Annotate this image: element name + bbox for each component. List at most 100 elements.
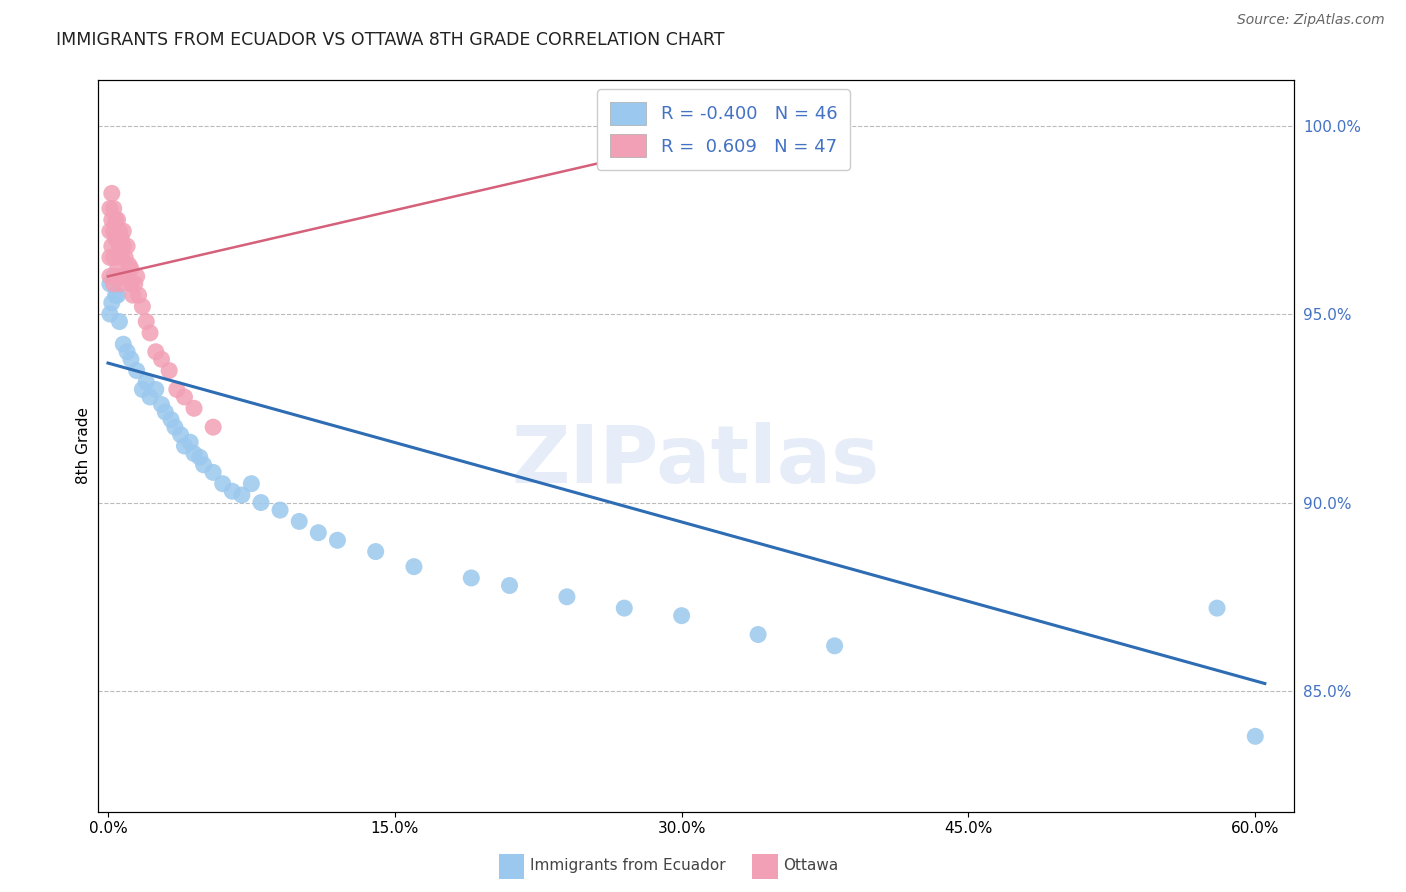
Point xyxy=(221,484,243,499)
Point xyxy=(402,559,425,574)
Point xyxy=(98,277,121,291)
Point xyxy=(555,590,578,604)
Point xyxy=(139,390,162,404)
Point xyxy=(124,277,146,291)
Point xyxy=(155,405,177,419)
Point xyxy=(160,412,183,426)
Text: Source: ZipAtlas.com: Source: ZipAtlas.com xyxy=(1237,13,1385,28)
Point xyxy=(108,315,131,329)
Point xyxy=(288,515,311,529)
Point xyxy=(747,627,769,641)
Point xyxy=(145,383,167,397)
Point xyxy=(104,288,127,302)
Point xyxy=(128,288,150,302)
Point xyxy=(326,533,349,548)
Y-axis label: 8th Grade: 8th Grade xyxy=(76,408,91,484)
Point xyxy=(98,307,121,321)
Point xyxy=(173,390,195,404)
Point xyxy=(103,251,125,265)
Point xyxy=(103,224,125,238)
Point xyxy=(107,232,129,246)
Point xyxy=(157,363,180,377)
Text: IMMIGRANTS FROM ECUADOR VS OTTAWA 8TH GRADE CORRELATION CHART: IMMIGRANTS FROM ECUADOR VS OTTAWA 8TH GR… xyxy=(56,31,724,49)
Point xyxy=(110,277,132,291)
Point xyxy=(183,446,205,460)
Point xyxy=(1206,601,1229,615)
Point xyxy=(115,269,138,284)
Point xyxy=(125,363,148,377)
Point xyxy=(120,261,142,276)
Point xyxy=(108,269,131,284)
Point xyxy=(824,639,846,653)
Point xyxy=(269,503,291,517)
Point xyxy=(166,383,188,397)
Point xyxy=(118,258,141,272)
Point xyxy=(173,439,195,453)
Point xyxy=(98,251,121,265)
Point xyxy=(112,337,135,351)
Point xyxy=(307,525,329,540)
Point xyxy=(98,224,121,238)
Point xyxy=(183,401,205,416)
Point xyxy=(108,224,131,238)
Point xyxy=(103,269,125,284)
Point xyxy=(121,288,143,302)
Point xyxy=(498,578,520,592)
Point xyxy=(179,435,201,450)
Point xyxy=(101,239,124,253)
Point xyxy=(125,269,148,284)
Point xyxy=(104,212,127,227)
Point xyxy=(671,608,693,623)
Point xyxy=(101,295,124,310)
Point xyxy=(114,251,136,265)
Point xyxy=(460,571,482,585)
Point xyxy=(107,288,129,302)
Point xyxy=(98,269,121,284)
Point xyxy=(150,352,173,367)
Point xyxy=(211,476,233,491)
Point xyxy=(107,212,129,227)
Point xyxy=(104,269,127,284)
Point xyxy=(104,232,127,246)
Point xyxy=(108,239,131,253)
Point xyxy=(115,344,138,359)
Point xyxy=(131,300,153,314)
Point xyxy=(101,212,124,227)
Point xyxy=(112,239,135,253)
Legend: R = -0.400   N = 46, R =  0.609   N = 47: R = -0.400 N = 46, R = 0.609 N = 47 xyxy=(598,89,849,170)
Point xyxy=(98,202,121,216)
Point xyxy=(1244,729,1267,743)
Point xyxy=(120,352,142,367)
Point xyxy=(103,202,125,216)
Point xyxy=(115,239,138,253)
Point xyxy=(112,224,135,238)
Text: Immigrants from Ecuador: Immigrants from Ecuador xyxy=(530,858,725,872)
Point xyxy=(163,420,186,434)
Point xyxy=(231,488,253,502)
Point xyxy=(613,601,636,615)
Point xyxy=(110,232,132,246)
Point xyxy=(188,450,211,465)
Point xyxy=(135,315,157,329)
Point xyxy=(120,277,142,291)
Point xyxy=(709,129,731,144)
Point xyxy=(240,476,263,491)
Point xyxy=(139,326,162,340)
Text: Ottawa: Ottawa xyxy=(783,858,838,872)
Text: ZIPatlas: ZIPatlas xyxy=(512,422,880,500)
Point xyxy=(107,261,129,276)
Point xyxy=(101,186,124,201)
Point xyxy=(193,458,215,472)
Point xyxy=(150,398,173,412)
Point xyxy=(110,251,132,265)
Point xyxy=(250,495,273,509)
Point xyxy=(135,375,157,389)
Point xyxy=(364,544,387,558)
Point xyxy=(202,420,225,434)
Point xyxy=(131,383,153,397)
Point xyxy=(169,427,191,442)
Point xyxy=(103,277,125,291)
Point xyxy=(202,466,225,480)
Point xyxy=(145,344,167,359)
Point xyxy=(112,269,135,284)
